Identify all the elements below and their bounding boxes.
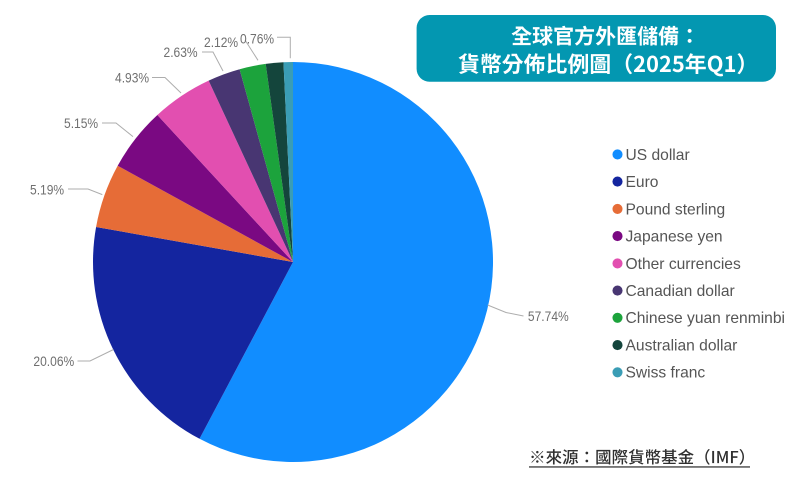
svg-text:20.06%: 20.06% [33, 353, 74, 369]
svg-text:5.19%: 5.19% [30, 181, 64, 197]
svg-text:0.76%: 0.76% [240, 31, 274, 47]
svg-text:4.93%: 4.93% [115, 70, 149, 86]
svg-text:5.15%: 5.15% [64, 115, 98, 131]
svg-text:Canadian dollar: Canadian dollar [626, 283, 735, 300]
svg-text:2.63%: 2.63% [164, 44, 198, 60]
svg-text:Chinese yuan renminbi: Chinese yuan renminbi [626, 310, 786, 327]
svg-text:Japanese yen: Japanese yen [626, 229, 723, 246]
svg-text:Pound sterling: Pound sterling [626, 201, 726, 218]
svg-text:2.12%: 2.12% [204, 34, 238, 50]
svg-text:Swiss franc: Swiss franc [626, 365, 706, 382]
svg-text:Euro: Euro [626, 174, 659, 191]
svg-text:57.74%: 57.74% [528, 308, 569, 324]
svg-text:Other currencies: Other currencies [626, 256, 741, 273]
svg-text:US dollar: US dollar [626, 147, 690, 164]
svg-text:Australian dollar: Australian dollar [626, 338, 738, 355]
